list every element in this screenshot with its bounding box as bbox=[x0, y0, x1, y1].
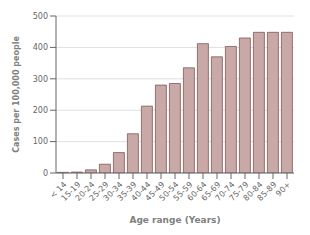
svg-text:30-34: 30-34 bbox=[101, 180, 125, 203]
svg-text:300: 300 bbox=[33, 75, 48, 84]
svg-text:45-49: 45-49 bbox=[143, 180, 167, 203]
svg-text:Age range (Years): Age range (Years) bbox=[129, 215, 220, 225]
svg-text:100: 100 bbox=[33, 137, 48, 146]
svg-text:35-39: 35-39 bbox=[115, 180, 139, 203]
svg-text:85-89: 85-89 bbox=[255, 180, 279, 203]
svg-text:40-44: 40-44 bbox=[129, 180, 153, 203]
svg-text:80-84: 80-84 bbox=[241, 180, 265, 203]
svg-text:20-24: 20-24 bbox=[73, 180, 97, 203]
svg-text:400: 400 bbox=[33, 43, 48, 52]
svg-text:25-29: 25-29 bbox=[87, 180, 111, 203]
svg-text:500: 500 bbox=[33, 12, 48, 21]
svg-text:Cases per 100,000 people: Cases per 100,000 people bbox=[12, 36, 21, 153]
svg-text:55-59: 55-59 bbox=[171, 180, 195, 203]
svg-text:70-74: 70-74 bbox=[213, 180, 237, 203]
svg-text:90+: 90+ bbox=[274, 180, 292, 198]
svg-text:50-54: 50-54 bbox=[157, 180, 181, 203]
svg-text:75-79: 75-79 bbox=[227, 180, 251, 203]
svg-text:200: 200 bbox=[33, 106, 48, 115]
svg-text:15-19: 15-19 bbox=[59, 180, 83, 203]
svg-text:< 14: < 14 bbox=[48, 180, 69, 201]
svg-text:0: 0 bbox=[43, 169, 48, 178]
svg-text:65-69: 65-69 bbox=[199, 180, 223, 203]
svg-text:60-64: 60-64 bbox=[185, 180, 209, 203]
